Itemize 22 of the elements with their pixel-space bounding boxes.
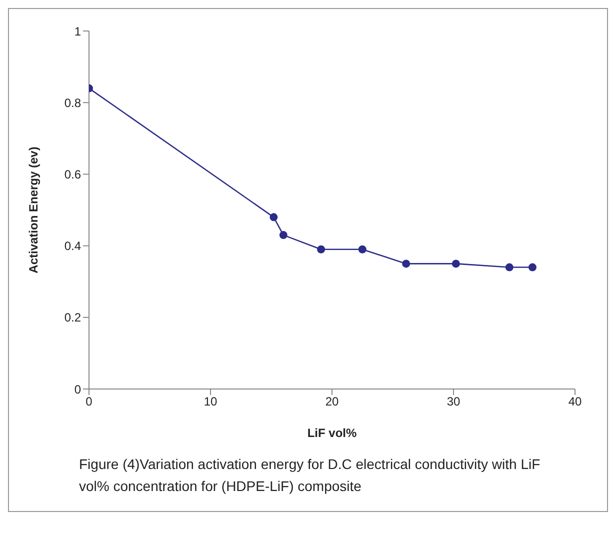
- point: [452, 260, 460, 268]
- x-tick-label: 20: [325, 394, 339, 409]
- point: [505, 263, 514, 272]
- point: [317, 245, 326, 254]
- x-tick-label: 30: [446, 394, 460, 409]
- point: [279, 231, 288, 240]
- point: [358, 245, 366, 254]
- point: [528, 263, 536, 272]
- text: Figure (4)Variation activation energy for D.C electrical conductivity with LiF vol% concentration for (HDPE-LiF) composite: [79, 455, 542, 496]
- point: [270, 213, 278, 222]
- y-tick-label: 0.2: [64, 310, 82, 325]
- y-tick-label: 0.4: [64, 239, 82, 254]
- y-axis-title: Activation Energy (ev): [26, 146, 40, 274]
- y-tick-label: 1: [74, 24, 82, 38]
- y-tick-label: 0.6: [64, 167, 82, 182]
- y-tick-label: 0.8: [64, 96, 82, 110]
- x-axis-title: LiF vol%: [307, 426, 357, 440]
- x-tick-label: 40: [568, 394, 582, 409]
- y-tick-label: 0: [74, 382, 82, 396]
- x-tick-label: 10: [204, 394, 218, 409]
- point: [402, 260, 410, 268]
- x-tick-label: 0: [86, 394, 93, 409]
